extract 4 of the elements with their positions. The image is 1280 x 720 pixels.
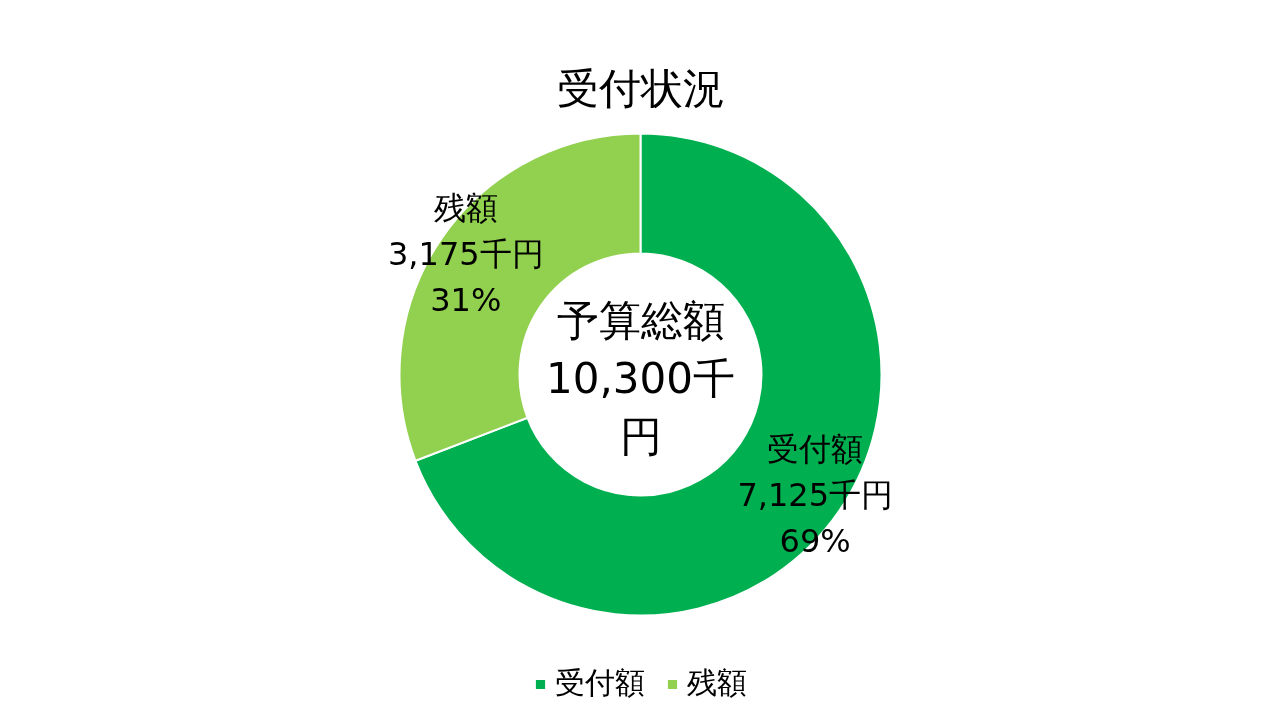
text: 予算総額 10,300千円 bbox=[546, 296, 735, 461]
legend-label: 受付額 bbox=[555, 664, 645, 702]
chart-title: 受付状況 bbox=[556, 64, 725, 113]
legend-label: 残額 bbox=[687, 664, 747, 702]
